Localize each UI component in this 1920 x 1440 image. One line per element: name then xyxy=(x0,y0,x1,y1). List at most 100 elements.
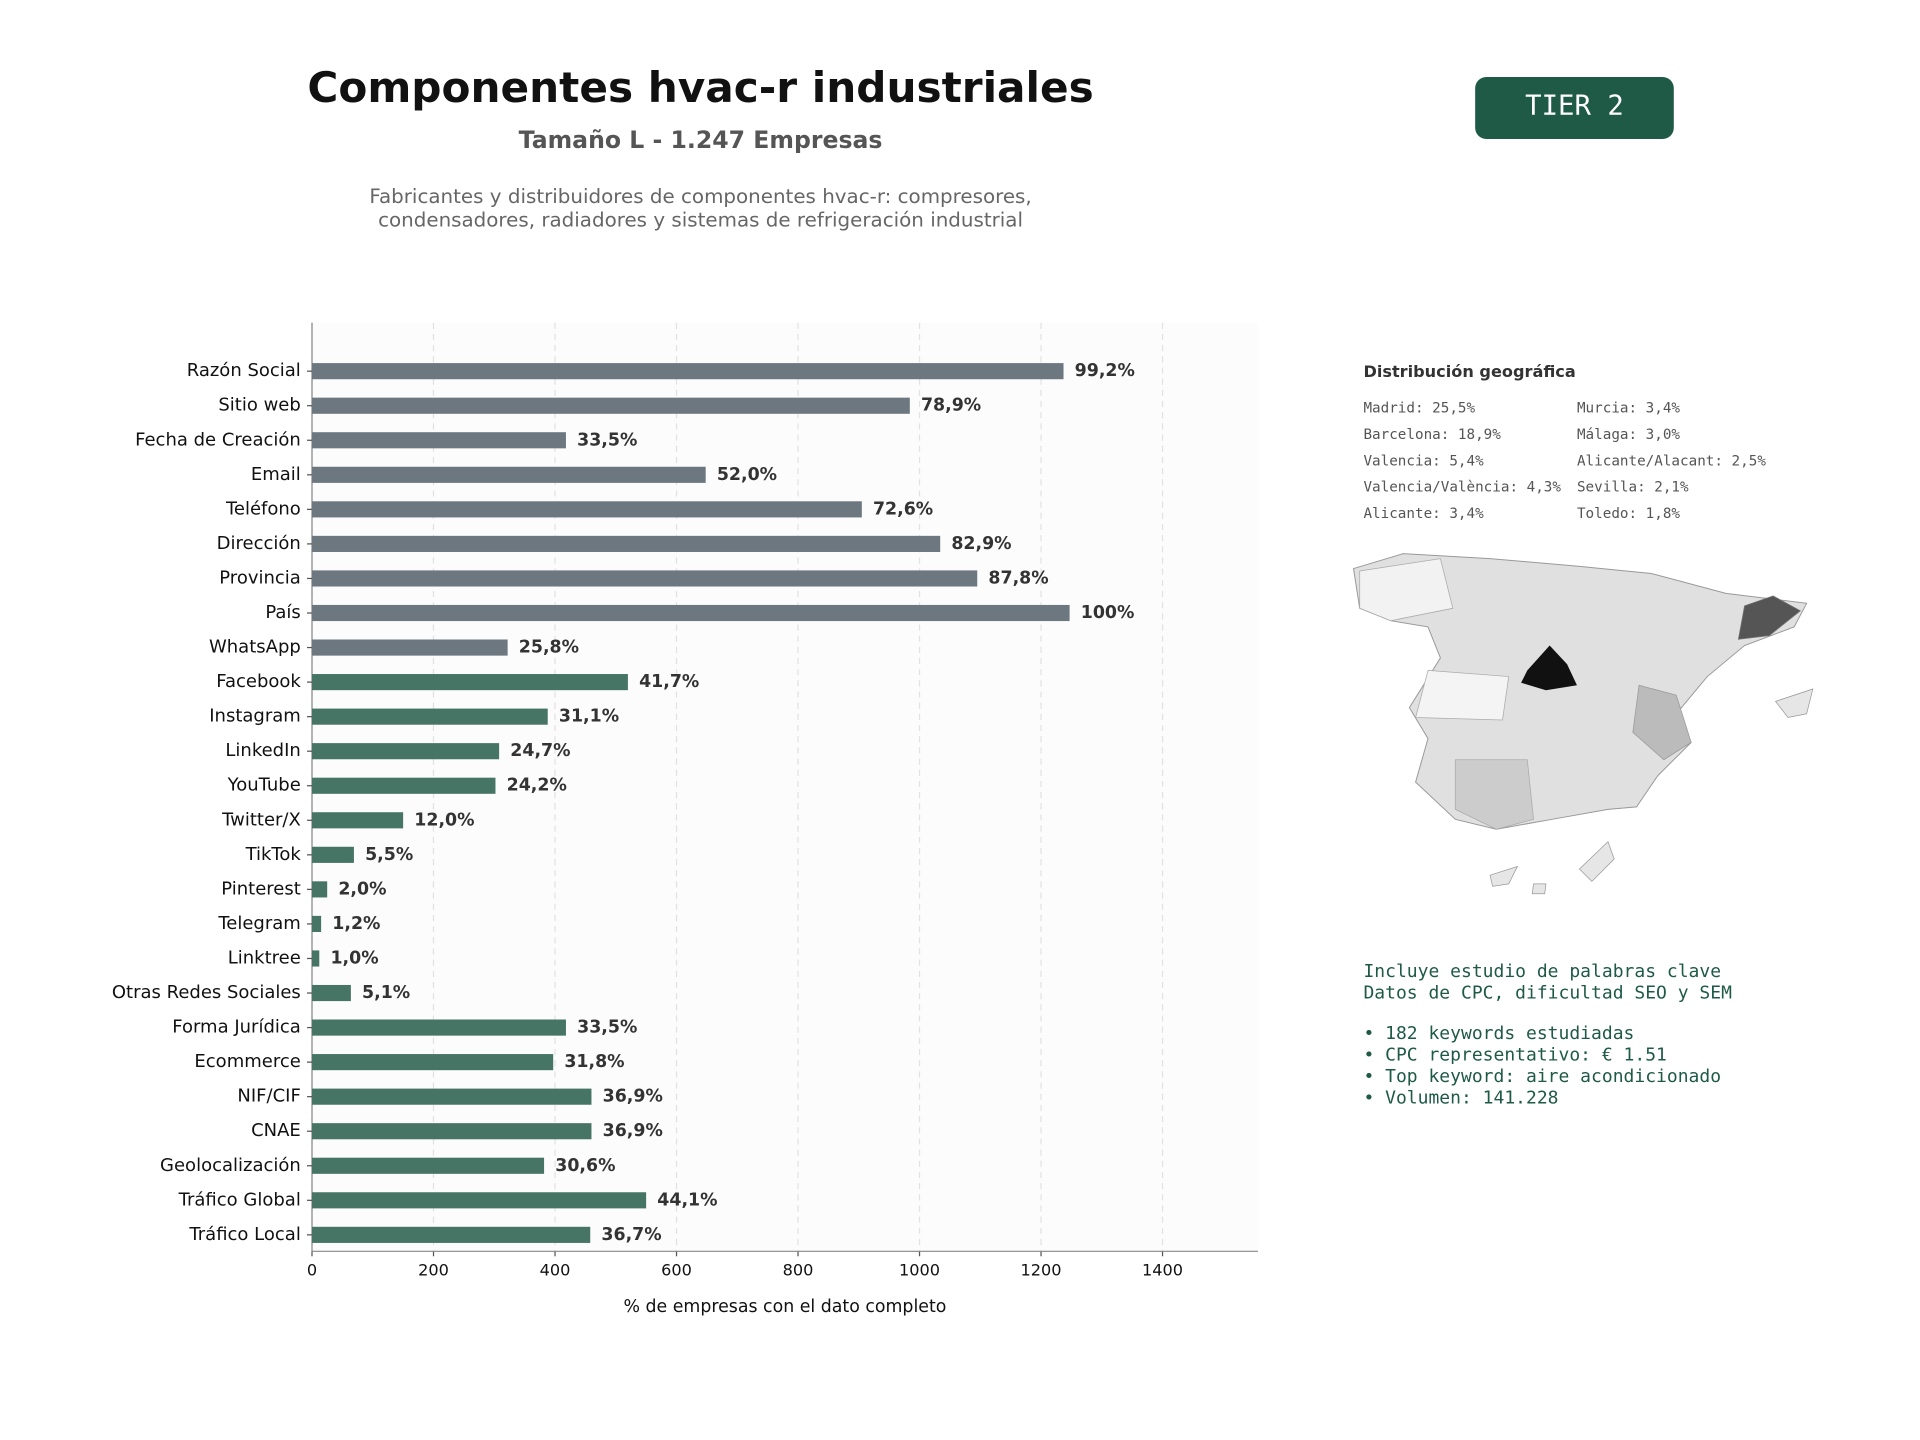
y-tick-label: Tráfico Global xyxy=(178,1189,301,1210)
bar xyxy=(312,881,328,898)
x-tick-label: 800 xyxy=(783,1261,814,1280)
value-label: 2,0% xyxy=(338,879,386,899)
badge xyxy=(1475,76,1674,140)
keyword-intro: Incluye estudio de palabras clave xyxy=(1363,961,1721,982)
value-label: 33,5% xyxy=(577,1018,637,1038)
region-barcelona xyxy=(1737,595,1802,640)
y-tick-label: Instagram xyxy=(209,706,301,727)
geo-item: Sevilla: 2,1% xyxy=(1577,480,1689,496)
value-label: 44,1% xyxy=(657,1190,717,1210)
value-label: 41,7% xyxy=(639,672,699,692)
y-tick-label: Pinterest xyxy=(221,878,301,899)
y-tick-label: LinkedIn xyxy=(225,740,300,761)
description: Fabricantes y distribuidores de componen… xyxy=(369,185,1031,208)
y-tick-label: YouTube xyxy=(227,775,301,796)
bar xyxy=(312,950,320,967)
x-tick-label: 200 xyxy=(418,1261,449,1280)
y-tick-label: Twitter/X xyxy=(221,809,301,830)
geo-title: Distribución geográfica xyxy=(1363,362,1575,381)
keyword-intro: Datos de CPC, dificultad SEO y SEM xyxy=(1363,982,1732,1003)
value-label: 33,5% xyxy=(577,430,637,450)
y-tick-label: Ecommerce xyxy=(194,1051,300,1072)
geo-item: Alicante/Alacant: 2,5% xyxy=(1577,453,1766,469)
y-tick-label: Email xyxy=(251,464,301,485)
value-label: 99,2% xyxy=(1075,361,1135,381)
bar xyxy=(312,1054,554,1071)
geo-item: Murcia: 3,4% xyxy=(1577,400,1680,416)
y-tick-label: País xyxy=(265,602,300,623)
bar xyxy=(312,604,1070,622)
map xyxy=(1352,553,1814,895)
region xyxy=(1454,759,1534,830)
value-label: 5,1% xyxy=(362,983,410,1003)
region xyxy=(1359,558,1454,622)
x-tick-label: 600 xyxy=(661,1261,692,1280)
islands xyxy=(1774,688,1814,718)
geo-item: Madrid: 25,5% xyxy=(1363,400,1475,416)
bar xyxy=(312,363,1064,380)
value-label: 87,8% xyxy=(988,568,1048,588)
bar xyxy=(312,1019,566,1036)
y-tick-label: TikTok xyxy=(245,844,302,865)
bar xyxy=(312,501,862,518)
y-tick-label: Tráfico Local xyxy=(188,1224,300,1245)
y-tick-label: Otras Redes Sociales xyxy=(112,982,301,1003)
x-tick-label: 0 xyxy=(307,1261,317,1280)
keyword-bullet: • CPC representativo: € 1.51 xyxy=(1363,1045,1666,1066)
bar xyxy=(312,535,941,552)
y-tick-label: Sitio web xyxy=(218,395,300,416)
bar xyxy=(312,915,322,933)
region xyxy=(1415,669,1510,721)
x-tick-label: 400 xyxy=(540,1261,571,1280)
bar xyxy=(312,984,351,1002)
value-label: 36,7% xyxy=(601,1225,661,1245)
y-tick-label: Provincia xyxy=(219,567,301,588)
bar xyxy=(312,812,404,829)
value-label: 25,8% xyxy=(519,638,579,658)
geo-item: Málaga: 3,0% xyxy=(1577,427,1680,443)
y-tick-label: Forma Jurídica xyxy=(172,1017,301,1038)
y-tick-label: Razón Social xyxy=(187,360,301,381)
bar xyxy=(312,432,566,449)
x-tick-label: 1000 xyxy=(899,1261,940,1280)
geo-item: Valencia/València: 4,3% xyxy=(1363,480,1561,496)
title: Componentes hvac-r industriales xyxy=(307,63,1093,112)
value-label: 1,0% xyxy=(330,948,378,968)
y-tick-label: Geolocalización xyxy=(160,1155,301,1176)
bar xyxy=(312,1088,592,1105)
subtitle: Tamaño L - 1.247 Empresas xyxy=(519,126,883,154)
value-label: 52,0% xyxy=(717,465,777,485)
geo-item: Alicante: 3,4% xyxy=(1363,506,1484,522)
bar xyxy=(312,1192,647,1209)
geo-item: Valencia: 5,4% xyxy=(1363,453,1484,469)
value-label: 82,9% xyxy=(951,534,1011,554)
bar xyxy=(312,397,910,414)
keyword-bullet: • Volumen: 141.228 xyxy=(1363,1087,1558,1108)
x-axis-label: % de empresas con el dato completo xyxy=(624,1297,947,1317)
bar xyxy=(312,639,508,656)
y-tick-label: CNAE xyxy=(251,1120,301,1141)
bar xyxy=(312,466,706,483)
y-tick-label: Facebook xyxy=(216,671,301,692)
value-label: 72,6% xyxy=(873,499,933,519)
description: condensadores, radiadores y sistemas de … xyxy=(378,208,1023,231)
geo-item: Toledo: 1,8% xyxy=(1577,506,1680,522)
y-tick-label: Fecha de Creación xyxy=(135,429,301,450)
value-label: 30,6% xyxy=(555,1156,615,1176)
keyword-bullet: • Top keyword: aire acondicionado xyxy=(1363,1066,1721,1087)
y-tick-label: Linktree xyxy=(228,947,301,968)
value-label: 31,8% xyxy=(564,1052,624,1072)
geo-item: Barcelona: 18,9% xyxy=(1363,427,1501,443)
value-label: 31,1% xyxy=(559,707,619,727)
value-label: 24,2% xyxy=(507,776,567,796)
value-label: 12,0% xyxy=(414,810,474,830)
y-tick-label: Telegram xyxy=(217,913,300,934)
bar xyxy=(312,1157,545,1174)
badge-text: TIER 2 xyxy=(1525,90,1624,121)
y-tick-label: WhatsApp xyxy=(209,637,301,658)
value-label: 36,9% xyxy=(603,1121,663,1141)
bar xyxy=(312,674,628,691)
value-label: 1,2% xyxy=(332,914,380,934)
region-madrid xyxy=(1521,645,1577,691)
region-valencia xyxy=(1632,684,1692,761)
